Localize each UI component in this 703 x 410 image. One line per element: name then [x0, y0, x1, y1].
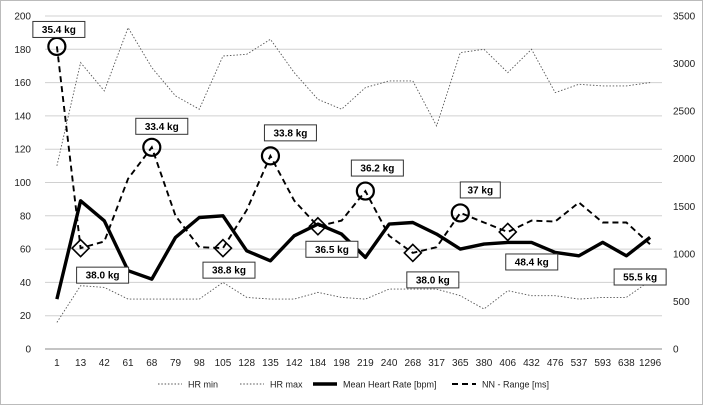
y-tick-label-left: 100: [14, 178, 31, 189]
annotation-box: [263, 124, 317, 142]
x-tick-label: 128: [238, 358, 255, 369]
x-tick-label: 79: [170, 358, 182, 369]
x-tick-label: 135: [262, 358, 279, 369]
y-tick-label-left: 120: [14, 145, 31, 156]
annotation-circle: [260, 146, 281, 166]
legend-label: HR max: [270, 380, 303, 390]
series-line: [55, 46, 651, 254]
annotation-circle: [142, 137, 162, 157]
x-tick-label: 142: [286, 358, 303, 369]
x-tick-label: 638: [618, 358, 635, 369]
y-tick-label-left: 200: [14, 12, 31, 23]
y-tick-label-left: 80: [20, 211, 32, 222]
annotation-box: [459, 181, 501, 199]
annotation-box: [32, 20, 86, 38]
annotation-circle: [355, 181, 375, 201]
x-tick-label: 240: [381, 358, 398, 369]
y-tick-label-right: 0: [673, 345, 679, 356]
legend-label: HR min: [188, 380, 218, 390]
x-tick-label: 593: [594, 358, 611, 369]
annotation-box: [613, 268, 667, 286]
y-tick-label-left: 180: [14, 45, 31, 56]
y-tick-label-left: 160: [14, 78, 31, 89]
annotation-diamond: [498, 222, 518, 242]
x-tick-label: 42: [99, 358, 111, 369]
x-tick-label: 1296: [639, 358, 662, 369]
annotation-label: 37 kg: [467, 185, 493, 196]
annotation-box: [350, 159, 404, 177]
annotation-box: [505, 253, 559, 271]
x-tick-label: 198: [333, 358, 350, 369]
x-tick-label: 432: [523, 358, 540, 369]
annotation-markers: [47, 36, 518, 263]
y-tick-label-left: 140: [14, 111, 31, 122]
legend-label: Mean Heart Rate [bpm]: [343, 380, 437, 390]
annotation-label: 33.8 kg: [273, 128, 307, 139]
annotation-diamond: [308, 216, 328, 236]
annotation-label: 35.4 kg: [42, 25, 76, 36]
annotation-label: 38.8 kg: [212, 266, 246, 277]
y-tick-label-left: 40: [20, 278, 32, 289]
x-tick-label: 184: [310, 358, 327, 369]
x-tick-label: 268: [404, 358, 421, 369]
x-tick-label: 1: [54, 358, 60, 369]
y-tick-label-right: 3000: [673, 59, 696, 70]
x-tick-label: 219: [357, 358, 374, 369]
x-tick-label: 537: [571, 358, 588, 369]
annotation-label: 48.4 kg: [515, 257, 549, 268]
annotation-diamond: [70, 238, 91, 258]
x-tick-label: 317: [428, 358, 445, 369]
annotation-label: 33.4 kg: [145, 122, 179, 133]
y-tick-label-right: 1500: [673, 202, 696, 213]
x-axis: 1 13 42 61 68 79 98 105 128 135 142 184 198 219 240 268…: [54, 358, 662, 369]
x-tick-label: 105: [215, 358, 232, 369]
annotation-box: [76, 266, 130, 284]
y-tick-label-right: 500: [673, 297, 690, 308]
y-tick-label-right: 1000: [673, 249, 696, 260]
annotation-label: 36.2 kg: [360, 164, 394, 175]
annotation-diamond: [403, 243, 423, 263]
x-tick-label: 13: [75, 358, 87, 369]
y-tick-label-right: 2500: [673, 107, 696, 118]
annotation-label: 36.5 kg: [315, 245, 349, 256]
y-axis-left: 0 20 40 60 80 100 120 140 160 180 200: [14, 12, 31, 356]
legend: HR min HR max Mean Heart Rate [bpm] NN - Ra…: [158, 380, 549, 390]
series-line: [56, 280, 651, 323]
annotation-box: [202, 261, 256, 279]
annotation-diamond: [213, 238, 233, 258]
annotation-label: 38.0 kg: [416, 275, 450, 286]
y-tick-label-left: 0: [25, 345, 31, 356]
annotation-label: 55.5 kg: [623, 273, 657, 284]
gridlines: [45, 15, 662, 350]
y-tick-label-right: 2000: [673, 154, 696, 165]
y-tick-label-right: 3500: [673, 12, 696, 23]
annotation-labels: 35.4 kg 38.0 kg 33.4 kg 38.8 kg 33.8 kg 36.5 …: [32, 20, 667, 289]
x-tick-label: 476: [547, 358, 564, 369]
annotation-circle: [450, 203, 470, 223]
y-tick-label-left: 20: [20, 311, 32, 322]
x-tick-label: 380: [476, 358, 493, 369]
annotation-box: [406, 271, 460, 289]
annotation-label: 38.0 kg: [86, 271, 120, 282]
y-axis-right: 0 500 1000 1500 2000 2500 3000 3500: [673, 12, 696, 356]
legend-label: NN - Range [ms]: [482, 380, 549, 390]
x-tick-label: 68: [146, 358, 158, 369]
x-tick-label: 61: [122, 358, 134, 369]
x-tick-label: 365: [452, 358, 469, 369]
y-tick-label-left: 60: [20, 245, 32, 256]
x-tick-label: 406: [499, 358, 516, 369]
x-tick-label: 98: [194, 358, 206, 369]
annotation-box: [305, 240, 359, 258]
annotation-box: [135, 117, 189, 135]
